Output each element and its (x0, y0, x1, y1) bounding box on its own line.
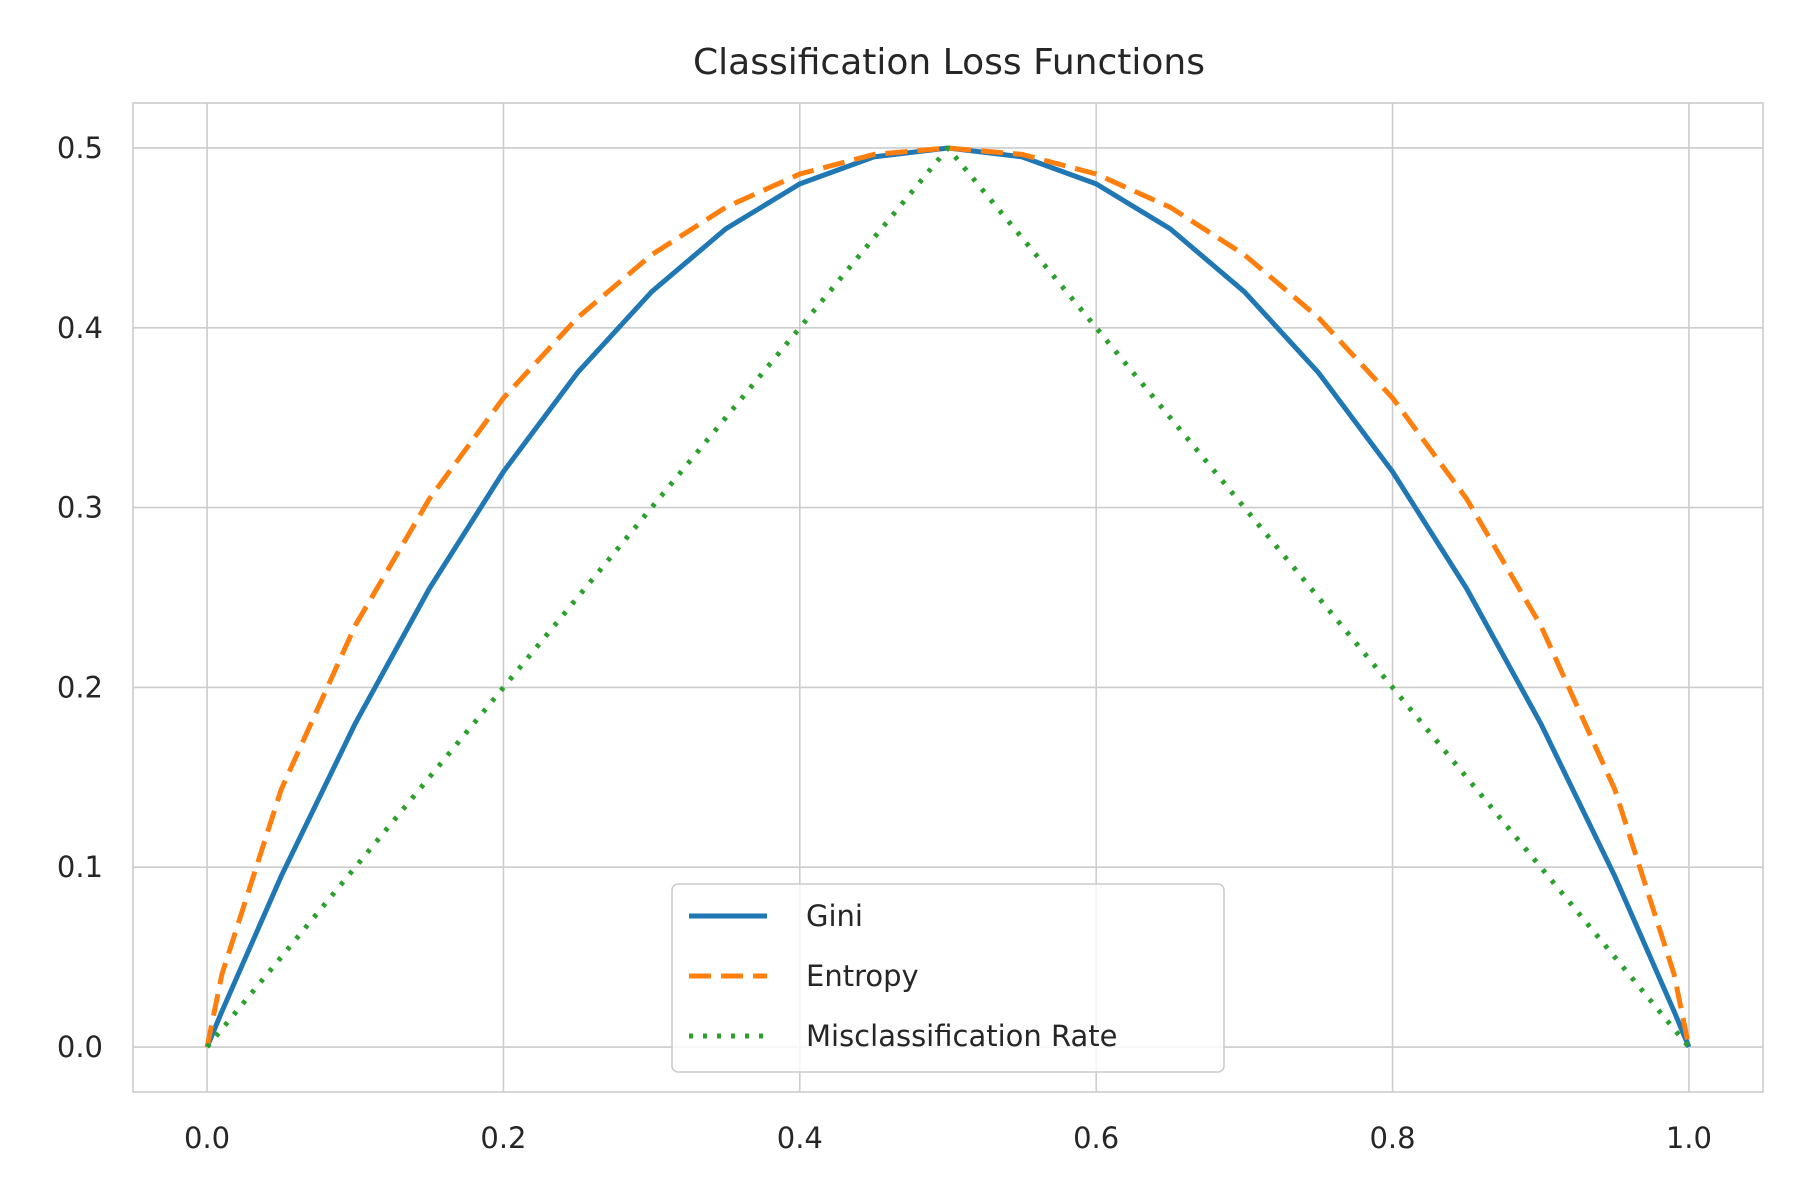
x-tick-label: 0.2 (480, 1121, 526, 1155)
y-tick-labels: 0.0 0.1 0.2 0.3 0.4 0.5 (57, 131, 103, 1064)
series-layer (204, 145, 1692, 1049)
y-tick-label: 0.2 (57, 670, 103, 704)
x-tick-label: 0.0 (184, 1121, 230, 1155)
chart-title: Classification Loss Functions (693, 42, 1205, 83)
y-tick-label: 0.3 (57, 491, 103, 525)
grid (133, 103, 1763, 1092)
legend-box (671, 883, 1225, 1073)
legend: Gini Entropy Misclassification Rate (671, 883, 1225, 1073)
axes-frame (132, 102, 1764, 1093)
x-tick-label: 0.6 (1073, 1121, 1119, 1155)
x-tick-labels: 0.0 0.2 0.4 0.6 0.8 1.0 (184, 1121, 1712, 1155)
series-line-misclassification-rate (205, 145, 1691, 1049)
y-tick-label: 0.1 (57, 850, 103, 884)
series-line-entropy (204, 145, 1692, 1048)
x-tick-label: 0.4 (777, 1121, 823, 1155)
y-tick-label: 0.5 (57, 131, 103, 165)
legend-label: Misclassification Rate (806, 1019, 1117, 1053)
legend-label: Entropy (806, 959, 919, 993)
x-tick-label: 0.8 (1369, 1121, 1415, 1155)
y-tick-label: 0.4 (57, 311, 103, 345)
x-tick-label: 1.0 (1666, 1121, 1712, 1155)
y-tick-label: 0.0 (57, 1030, 103, 1064)
legend-label: Gini (806, 899, 863, 933)
